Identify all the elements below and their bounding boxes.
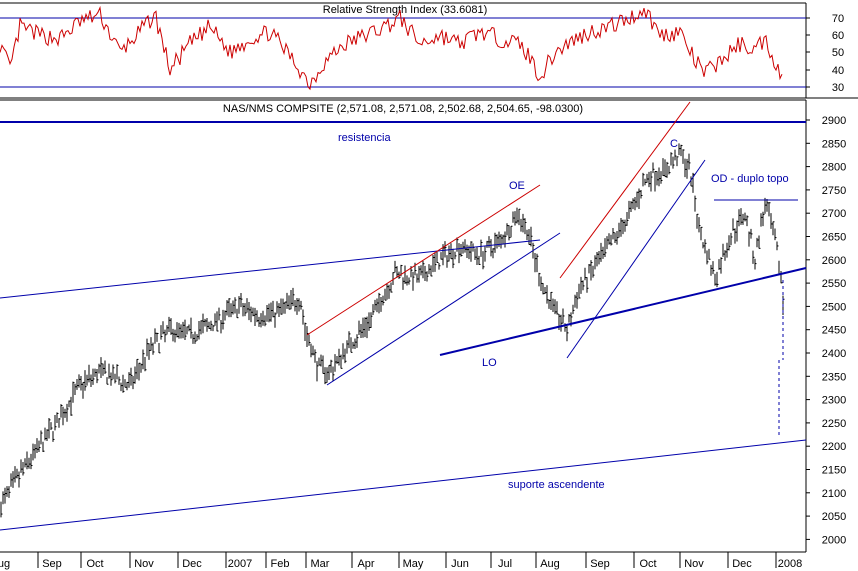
x-tick-label: Feb (271, 558, 290, 570)
price-tick-label: 2150 (822, 465, 846, 477)
price-tick-label: 2100 (822, 488, 846, 500)
price-tick-label: 2900 (822, 115, 846, 127)
oe-channel-bottom-line (326, 232, 561, 386)
price-title: NAS/NMS COMPSITE (2,571.08, 2,571.08, 2,… (223, 103, 583, 115)
x-tick-label: Nov (134, 558, 154, 570)
x-tick-label: ug (0, 558, 10, 570)
price-bars (0, 143, 785, 518)
x-tick-label: Dec (732, 558, 752, 570)
label-lo: LO (482, 357, 497, 369)
price-tick-label: 2550 (822, 278, 846, 290)
x-tick-label: Dec (182, 558, 202, 570)
x-axis: ug Sep Oct Nov Dec 2007 Feb Mar Apr May Jun Jul Aug S… (0, 551, 806, 570)
support-ascending-line (0, 439, 807, 531)
price-tick-label: 2800 (822, 162, 846, 174)
x-tick-label: Jul (498, 558, 512, 570)
price-panel: NAS/NMS COMPSITE (2,571.08, 2,571.08, 2,… (0, 99, 846, 552)
x-tick-label: Oct (86, 558, 103, 570)
price-tick-label: 2050 (822, 511, 846, 523)
price-tick-label: 2250 (822, 418, 846, 430)
rsi-title: Relative Strength Index (33.6081) (323, 4, 488, 16)
price-tick-label: 2400 (822, 348, 846, 360)
x-tick-label: Mar (311, 558, 330, 570)
x-tick-label: Sep (42, 558, 62, 570)
price-tick-label: 2750 (822, 185, 846, 197)
rsi-panel: Relative Strength Index (33.6081) 70 60 50… (0, 2, 858, 99)
price-tick-label: 2350 (822, 371, 846, 383)
price-tick-label: 2850 (822, 138, 846, 150)
rsi-tick-label: 70 (832, 13, 844, 25)
price-tick-label: 2000 (822, 534, 846, 546)
x-tick-label: Jun (451, 558, 469, 570)
price-tick-label: 2600 (822, 255, 846, 267)
rsi-tick-label: 30 (832, 82, 844, 94)
c-channel-top-line (559, 101, 691, 279)
rsi-line (0, 5, 783, 91)
price-tick-label: 2300 (822, 395, 846, 407)
lo-neckline (439, 267, 807, 356)
long-channel-top-line (0, 239, 541, 299)
x-tick-label: Oct (639, 558, 656, 570)
label-od: OD - duplo topo (711, 173, 789, 185)
rsi-tick-label: 40 (832, 65, 844, 77)
price-tick-label: 2500 (822, 301, 846, 313)
x-tick-label: 2008 (778, 558, 802, 570)
label-suporte: suporte ascendente (508, 479, 605, 491)
x-tick-label: 2007 (228, 558, 252, 570)
x-tick-label: May (403, 558, 424, 570)
x-tick-label: Sep (590, 558, 610, 570)
price-tick-label: 2450 (822, 325, 846, 337)
oe-channel-top-line (306, 184, 541, 336)
rsi-tick-label: 60 (832, 30, 844, 42)
label-resistencia: resistencia (338, 132, 391, 144)
x-tick-label: Apr (357, 558, 374, 570)
rsi-tick-label: 50 (832, 47, 844, 59)
label-oe: OE (509, 180, 525, 192)
price-tick-label: 2700 (822, 208, 846, 220)
c-channel-bottom-line (566, 159, 706, 359)
label-c: C (670, 138, 678, 150)
x-tick-label: Aug (540, 558, 560, 570)
x-tick-label: Nov (684, 558, 704, 570)
price-tick-label: 2650 (822, 232, 846, 244)
price-tick-label: 2200 (822, 441, 846, 453)
